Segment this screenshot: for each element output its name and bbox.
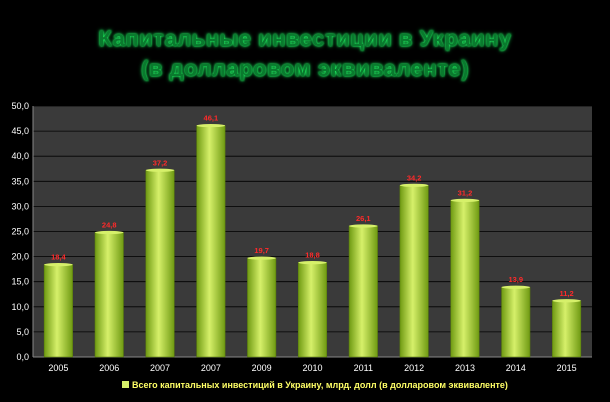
x-tick-label: 2012 <box>404 363 424 373</box>
bar-top-highlight <box>552 299 581 303</box>
bar-top-highlight <box>44 263 73 267</box>
y-tick-label: 20,0 <box>11 252 29 262</box>
bar <box>43 264 73 358</box>
bar-top-highlight <box>501 285 531 289</box>
x-tick-label: 2009 <box>252 363 272 373</box>
legend: Всего капитальных инвестиций в Украину, … <box>122 380 508 390</box>
legend-swatch <box>122 381 129 388</box>
data-label: 37,2 <box>153 158 168 167</box>
bar <box>297 262 328 358</box>
x-tick-label: 2005 <box>48 363 68 373</box>
chart-title-line-2: (в долларовом эквиваленте) <box>141 56 469 81</box>
y-tick-label: 40,0 <box>11 151 29 161</box>
x-tick-label: 2006 <box>99 363 119 373</box>
data-label: 24,8 <box>102 221 117 230</box>
bar-top-highlight <box>450 198 480 202</box>
bars <box>43 123 582 358</box>
bar <box>145 169 175 358</box>
bar-top-highlight <box>145 168 175 172</box>
data-label: 19,7 <box>254 246 269 255</box>
y-tick-label: 35,0 <box>11 176 29 186</box>
data-label: 18,4 <box>51 253 66 262</box>
data-label: 11,2 <box>559 289 573 298</box>
y-tick-label: 25,0 <box>11 227 29 237</box>
x-tick-label: 2011 <box>354 363 373 373</box>
data-label: 31,2 <box>458 188 473 197</box>
y-tick-label: 10,0 <box>11 302 29 312</box>
bar <box>450 200 480 358</box>
bar-top-highlight <box>196 123 226 128</box>
bar-top-highlight <box>94 230 124 235</box>
data-label: 26,1 <box>356 214 371 223</box>
y-tick-label: 15,0 <box>11 277 29 287</box>
bar-top-highlight <box>298 261 327 265</box>
y-tick-label: 45,0 <box>11 126 29 136</box>
bar <box>348 225 378 358</box>
legend-label: Всего капитальных инвестиций в Украину, … <box>132 380 508 390</box>
y-tick-label: 50,0 <box>11 101 29 111</box>
bar <box>399 185 429 358</box>
y-tick-label: 5,0 <box>16 327 29 337</box>
data-label: 34,2 <box>407 173 422 182</box>
bar <box>196 125 226 358</box>
bar <box>94 232 124 358</box>
x-tick-label: 2007 <box>201 363 221 373</box>
bar <box>247 257 277 358</box>
bar-top-highlight <box>349 224 378 228</box>
bar <box>552 300 582 358</box>
x-tick-label: 2010 <box>302 363 322 373</box>
bar-top-highlight <box>399 183 429 187</box>
x-tick-label: 2014 <box>506 363 526 373</box>
data-labels: 18,4 24,8 37,2 46,1 19,7 18,8 26,1 34,2 31,2 13,9… <box>51 114 574 298</box>
chart-title-line-1: Капитальные инвестиции в Украину <box>98 26 512 51</box>
x-tick-label: 2015 <box>557 363 577 373</box>
x-tick-label: 2007 <box>150 363 170 373</box>
y-tick-label: 0,0 <box>16 352 29 362</box>
bar-top-highlight <box>247 256 276 260</box>
data-label: 13,9 <box>508 275 523 284</box>
axes: 0,0 5,0 10,0 15,0 20,0 25,0 30,0 35,0 40,0 45,0 50… <box>11 101 592 373</box>
y-tick-label: 30,0 <box>11 201 29 211</box>
bar <box>501 286 531 358</box>
x-tick-label: 2013 <box>455 363 475 373</box>
data-label: 18,8 <box>305 251 320 260</box>
data-label: 46,1 <box>204 114 219 123</box>
